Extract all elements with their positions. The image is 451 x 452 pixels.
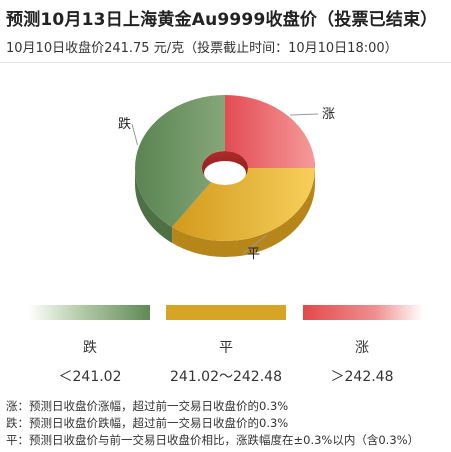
pie-slice-0 xyxy=(225,95,315,168)
legend-range-up: ＞242.48 xyxy=(330,369,394,385)
pie-labels-layer: 涨平 跌 xyxy=(118,107,335,262)
pie-slice-2 xyxy=(135,95,225,228)
pie-slice-1 xyxy=(172,168,315,241)
pie-side-1 xyxy=(172,168,315,257)
notes-block: 涨：预测日收盘价涨幅，超过前一交易日收盘价的0.3% 跌：预测日收盘价跌幅，超过… xyxy=(6,398,419,449)
note-flat: 平：预测日收盘价与前一交易日收盘价相比，涨跌幅度在±0.3%以内（含0.3%） xyxy=(6,433,420,447)
legend-bar-flat xyxy=(166,305,286,320)
pie-hole-inner xyxy=(204,161,246,185)
pie-label-0: 涨 xyxy=(322,107,335,122)
pie-chart: 涨平 跌 xyxy=(118,95,335,262)
legend-range-flat: 241.02～242.48 xyxy=(170,369,282,385)
pie-label-2: 跌 xyxy=(118,116,131,132)
pie-leader-2 xyxy=(131,123,138,145)
pie-label-1: 平 xyxy=(247,247,260,262)
note-down: 跌：预测日收盘价跌幅，超过前一交易日收盘价的0.3% xyxy=(6,416,289,430)
pie-hole-layer xyxy=(202,151,248,185)
page-title: 预测10月13日上海黄金Au9999收盘价（投票已结束） xyxy=(6,10,438,30)
pie-top-layer xyxy=(135,95,315,241)
divider xyxy=(0,62,451,63)
pie-leader-1 xyxy=(242,234,268,255)
legend-bar-down xyxy=(28,305,150,320)
note-up: 涨：预测日收盘价涨幅，超过前一交易日收盘价的0.3% xyxy=(6,399,289,413)
pie-leader-0 xyxy=(290,113,319,116)
legend-label-flat: 平 xyxy=(219,340,233,356)
legend-bar-up xyxy=(303,305,423,320)
legend-label-up: 涨 xyxy=(355,340,369,356)
legend-label-down: 跌 xyxy=(83,340,97,356)
pie-side-2 xyxy=(135,168,173,244)
legend-range-down: ＜241.02 xyxy=(58,369,122,385)
page-subtitle: 10月10日收盘价241.75 元/克（投票截止时间：10月10日18:00） xyxy=(6,41,398,56)
